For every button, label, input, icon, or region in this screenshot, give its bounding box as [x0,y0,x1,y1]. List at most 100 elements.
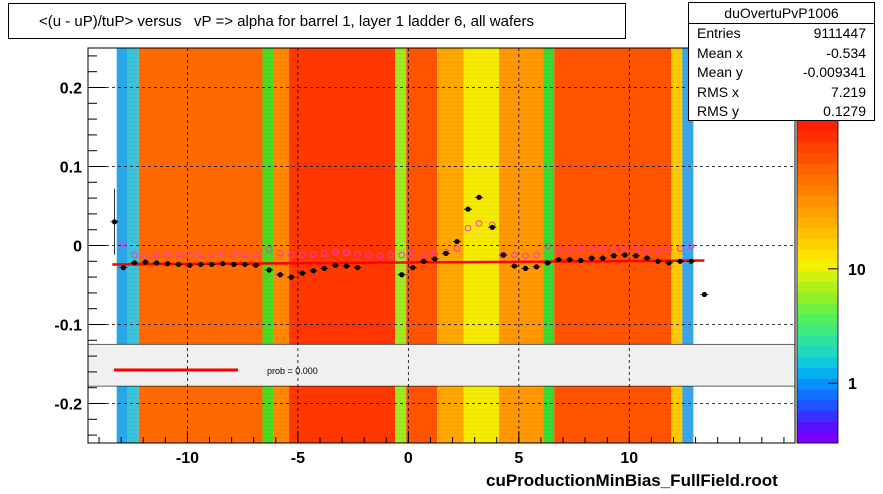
footer-filename: cuProductionMinBias_FullField.root [486,471,778,490]
magenta-point [343,249,350,256]
colorbar-segment [797,206,838,218]
colorbar-segment [797,432,838,444]
magenta-point [632,246,640,253]
black-point [220,261,226,267]
colorbar-segment [797,270,838,282]
black-point [253,262,259,268]
colorbar-segment [797,313,838,326]
magenta-point [643,246,651,254]
colorbar-segment [797,195,838,207]
magenta-point [365,251,372,259]
magenta-point [376,252,383,260]
magenta-point [321,250,328,257]
magenta-point [398,251,406,259]
magenta-point [387,251,394,259]
stats-label: Entries [697,25,741,41]
fit-legend-text: prob = 0.000 [267,366,318,376]
magenta-point [354,250,361,258]
black-point [432,256,438,262]
magenta-point [621,245,629,252]
black-point [555,257,562,263]
black-point [332,262,339,268]
magenta-point [588,245,596,252]
magenta-point [142,252,149,260]
colorbar-segment [797,346,838,358]
y-tick-label: 0 [73,239,82,256]
magenta-point [241,250,249,258]
black-point [321,265,328,272]
black-point [578,257,584,264]
stats-label: Mean y [697,64,743,80]
colorbar-segment [797,367,838,379]
chart-title: <(u - uP)/tuP> versus vP => alpha for ba… [39,13,534,30]
black-point [522,265,529,272]
magenta-point [665,246,673,253]
black-point [198,261,204,268]
black-point [343,263,350,269]
y-tick-label: -0.1 [54,318,82,335]
black-point [644,255,650,261]
stats-row-rms-x: RMS x 7.219 [689,83,874,103]
x-tick-label: -5 [291,450,305,467]
fit-legend-band [87,343,796,387]
magenta-point [310,250,317,258]
black-point [600,255,606,261]
magenta-point [654,246,662,254]
black-point [465,206,471,212]
stats-row-rms-y: RMS y 0.1279 [689,102,874,122]
magenta-point [208,250,216,258]
stats-value: -0.534 [826,44,866,61]
colorbar-segment [797,120,838,132]
black-point [666,260,672,266]
magenta-point [120,240,127,248]
black-point [655,258,661,264]
black-point [443,250,449,256]
black-point [589,255,595,261]
magenta-point [431,250,439,257]
black-point [399,272,405,278]
x-tick-label: -10 [176,450,199,467]
black-point [489,224,495,230]
y-tick-label: -0.2 [54,397,82,414]
magenta-point [610,244,618,252]
black-point [611,253,617,259]
heatmap-column [682,48,694,443]
magenta-point [175,250,182,258]
colorbar-segment [797,130,838,143]
black-point [454,238,460,245]
colorbar-segment [797,399,838,412]
black-point [511,263,518,269]
magenta-point [676,245,684,252]
black-point [310,268,316,274]
colorbar-segment [797,292,838,304]
x-tick-label: 0 [404,450,413,467]
magenta-point [186,251,193,259]
magenta-point [555,246,562,254]
heatmap-column [116,48,128,443]
black-point [153,260,160,266]
stats-label: Mean x [697,44,743,61]
colorbar-segment [797,238,838,250]
magenta-point [566,246,573,253]
black-point [120,265,126,271]
stats-label: RMS x [697,83,739,100]
stats-box: duOvertuPvP1006 Entries 9111447 Mean x -… [688,2,875,121]
magenta-point [164,251,171,259]
magenta-point [299,251,306,259]
magenta-point [464,224,472,232]
colorbar-segment [797,141,838,153]
black-point [544,260,551,266]
stats-value: 9111447 [813,25,866,41]
magenta-point [332,248,339,256]
magenta-point [230,250,238,257]
black-point [277,272,283,278]
black-point [164,261,171,267]
colorbar-segment [797,410,838,422]
stats-value: 7.219 [830,83,866,100]
magenta-point [522,252,529,260]
colorbar-segment [797,216,838,229]
x-tick-label: 5 [514,450,523,467]
magenta-point [219,250,227,257]
heatmap-column [127,48,139,443]
